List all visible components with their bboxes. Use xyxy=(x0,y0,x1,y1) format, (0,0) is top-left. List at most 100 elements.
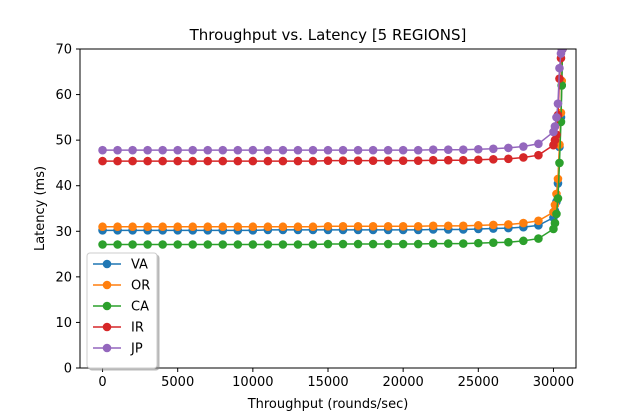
data-point xyxy=(353,145,363,155)
data-point xyxy=(398,156,408,165)
data-point xyxy=(534,216,543,226)
data-point xyxy=(263,240,273,249)
data-point xyxy=(188,222,198,232)
legend-item-va: VA xyxy=(93,258,148,273)
data-point xyxy=(113,156,122,166)
data-point xyxy=(293,222,303,232)
data-point xyxy=(158,156,167,166)
data-point xyxy=(128,156,137,166)
data-point xyxy=(308,156,318,166)
data-point xyxy=(323,221,333,231)
data-point xyxy=(489,238,498,247)
data-point xyxy=(550,122,560,131)
data-point xyxy=(368,239,378,249)
data-point xyxy=(558,49,567,54)
data-point xyxy=(519,218,528,228)
data-point xyxy=(113,222,122,232)
data-point xyxy=(263,156,273,166)
legend-marker xyxy=(102,322,112,332)
x-axis-title: Throughput (rounds/sec) xyxy=(247,397,409,412)
y-tick-label: 10 xyxy=(55,316,72,331)
data-point xyxy=(233,156,243,166)
data-point xyxy=(550,218,560,228)
data-point xyxy=(458,155,468,165)
data-point xyxy=(534,234,543,243)
data-point xyxy=(398,145,408,155)
data-point xyxy=(188,240,198,249)
data-point xyxy=(504,237,513,247)
legend-item-ir: IR xyxy=(93,321,144,336)
data-point xyxy=(413,239,423,249)
data-point xyxy=(308,240,318,249)
data-point xyxy=(143,145,152,155)
data-point xyxy=(353,221,363,231)
data-point xyxy=(98,156,107,166)
data-point xyxy=(263,222,273,232)
data-point xyxy=(413,221,423,231)
data-point xyxy=(489,144,498,154)
data-point xyxy=(293,156,303,166)
data-point xyxy=(128,222,137,232)
legend-marker xyxy=(102,301,112,311)
data-point xyxy=(113,145,122,155)
y-axis: 0 10 20 30 40 50 60 70 xyxy=(55,43,80,377)
legend: VA OR CA IR JP xyxy=(86,252,158,369)
data-point xyxy=(338,145,348,155)
data-point xyxy=(338,221,348,231)
data-point xyxy=(489,220,498,230)
legend-item-jp: JP xyxy=(93,342,143,357)
data-point xyxy=(323,239,333,249)
data-point xyxy=(263,145,273,155)
data-point xyxy=(188,145,198,155)
data-point xyxy=(474,155,483,165)
data-point xyxy=(413,156,423,165)
data-point xyxy=(552,209,561,219)
data-point xyxy=(158,145,167,155)
data-point xyxy=(519,236,528,246)
data-point xyxy=(143,222,152,232)
data-point xyxy=(143,240,152,249)
data-point xyxy=(233,145,243,155)
data-point xyxy=(553,99,563,108)
data-point xyxy=(188,156,198,166)
data-point xyxy=(248,222,258,232)
data-point xyxy=(173,156,182,166)
x-tick-label: 15000 xyxy=(307,375,348,390)
data-point xyxy=(443,155,453,165)
data-point xyxy=(413,145,423,155)
data-point xyxy=(98,145,107,155)
data-point xyxy=(552,113,561,122)
data-point xyxy=(248,240,258,249)
data-point xyxy=(428,145,438,155)
x-axis: 0 5000 10000 15000 20000 25000 30000 xyxy=(98,368,574,390)
data-point xyxy=(353,156,363,165)
data-point xyxy=(398,239,408,249)
plot-background xyxy=(80,49,576,368)
data-point xyxy=(218,156,228,166)
data-point xyxy=(338,156,348,165)
data-point xyxy=(443,145,453,155)
data-point xyxy=(555,158,564,168)
data-point xyxy=(383,221,393,231)
data-point xyxy=(504,154,513,164)
chart-title: Throughput vs. Latency [5 REGIONS] xyxy=(189,26,467,44)
data-point xyxy=(428,221,438,231)
data-point xyxy=(218,240,228,249)
data-point xyxy=(308,222,318,232)
data-point xyxy=(203,145,213,155)
data-point xyxy=(218,222,228,232)
y-tick-label: 30 xyxy=(55,225,72,240)
data-point xyxy=(504,143,513,153)
data-point xyxy=(553,174,563,184)
data-point xyxy=(383,145,393,155)
legend-label: OR xyxy=(131,279,150,294)
plot-area xyxy=(79,48,577,369)
data-point xyxy=(323,156,333,165)
y-tick-label: 60 xyxy=(55,88,72,103)
data-point xyxy=(489,154,498,164)
data-point xyxy=(158,240,167,249)
y-tick-label: 50 xyxy=(55,134,72,149)
x-tick-label: 10000 xyxy=(232,375,273,390)
legend-item-or: OR xyxy=(93,279,150,294)
legend-label: VA xyxy=(131,258,148,273)
